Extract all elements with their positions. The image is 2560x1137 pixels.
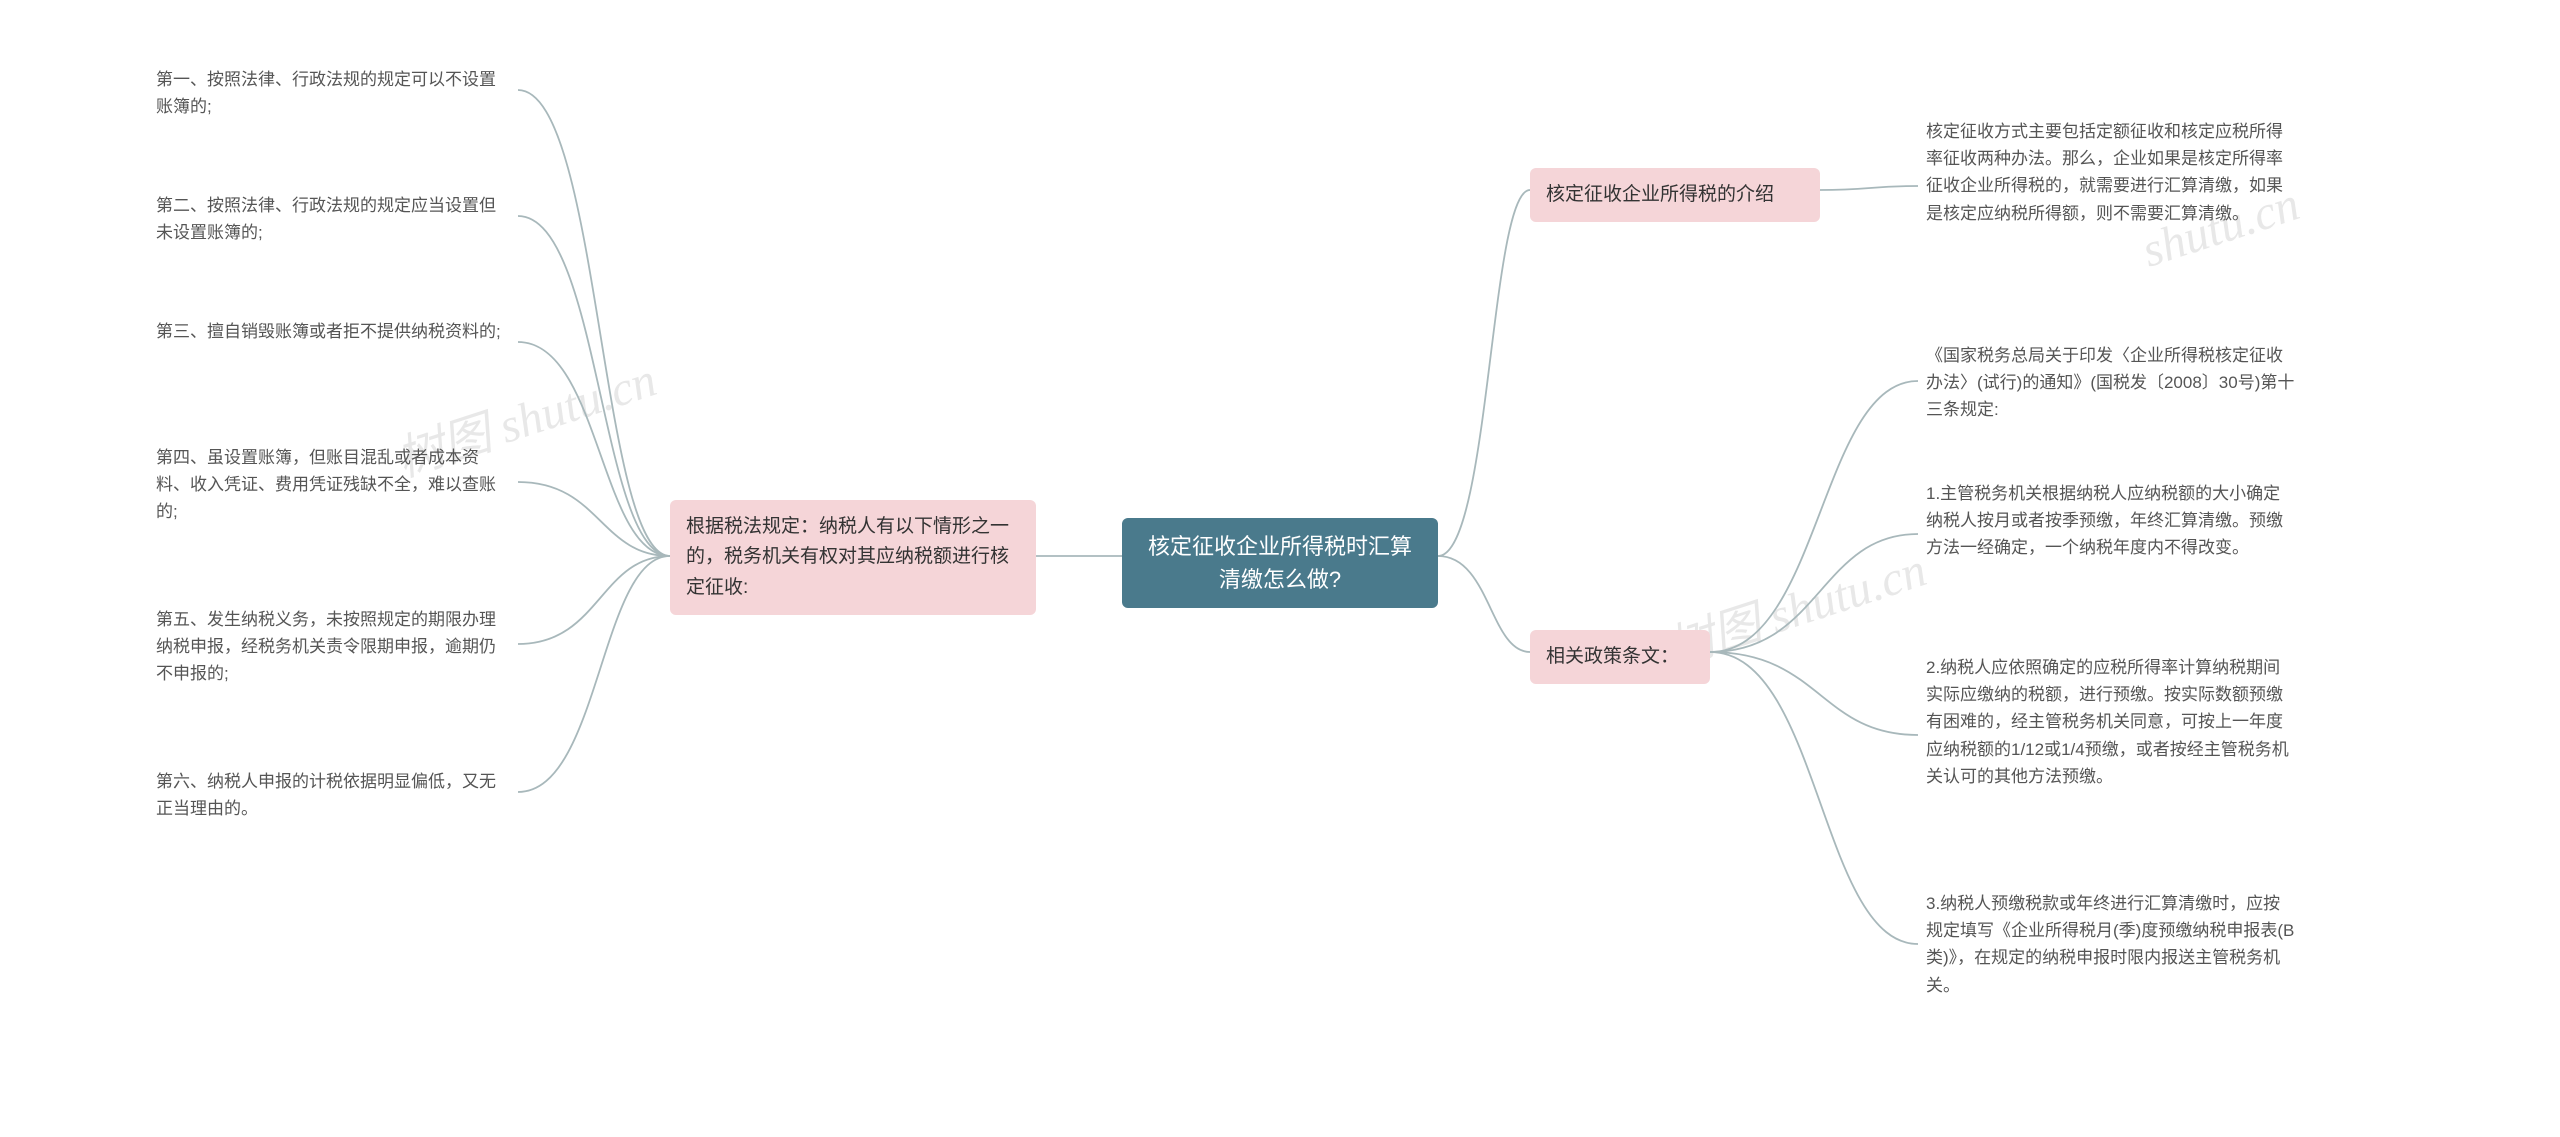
left-leaf: 第四、虽设置账簿，但账目混乱或者成本资料、收入凭证、费用凭证残缺不全，难以查账的… (148, 438, 518, 532)
right-branch-intro: 核定征收企业所得税的介绍 (1530, 168, 1820, 222)
right-branch-policy: 相关政策条文： (1530, 630, 1710, 684)
left-leaf: 第二、按照法律、行政法规的规定应当设置但未设置账簿的; (148, 186, 518, 252)
right-leaf: 3.纳税人预缴税款或年终进行汇算清缴时，应按规定填写《企业所得税月(季)度预缴纳… (1918, 884, 2304, 1005)
right-leaf: 核定征收方式主要包括定额征收和核定应税所得率征收两种办法。那么，企业如果是核定所… (1918, 112, 2304, 233)
left-leaf: 第三、擅自销毁账簿或者拒不提供纳税资料的; (148, 312, 518, 351)
left-leaf: 第一、按照法律、行政法规的规定可以不设置账簿的; (148, 60, 518, 126)
right-leaf: 2.纳税人应依照确定的应税所得率计算纳税期间实际应缴纳的税额，进行预缴。按实际数… (1918, 648, 2304, 796)
left-branch: 根据税法规定：纳税人有以下情形之一的，税务机关有权对其应纳税额进行核定征收: (670, 500, 1036, 615)
left-leaf: 第六、纳税人申报的计税依据明显偏低，又无正当理由的。 (148, 762, 518, 828)
root-node: 核定征收企业所得税时汇算清缴怎么做? (1122, 518, 1438, 608)
right-leaf: 《国家税务总局关于印发〈企业所得税核定征收办法〉(试行)的通知》(国税发〔200… (1918, 336, 2304, 430)
left-leaf: 第五、发生纳税义务，未按照规定的期限办理纳税申报，经税务机关责令限期申报，逾期仍… (148, 600, 518, 694)
right-leaf: 1.主管税务机关根据纳税人应纳税额的大小确定纳税人按月或者按季预缴，年终汇算清缴… (1918, 474, 2304, 568)
